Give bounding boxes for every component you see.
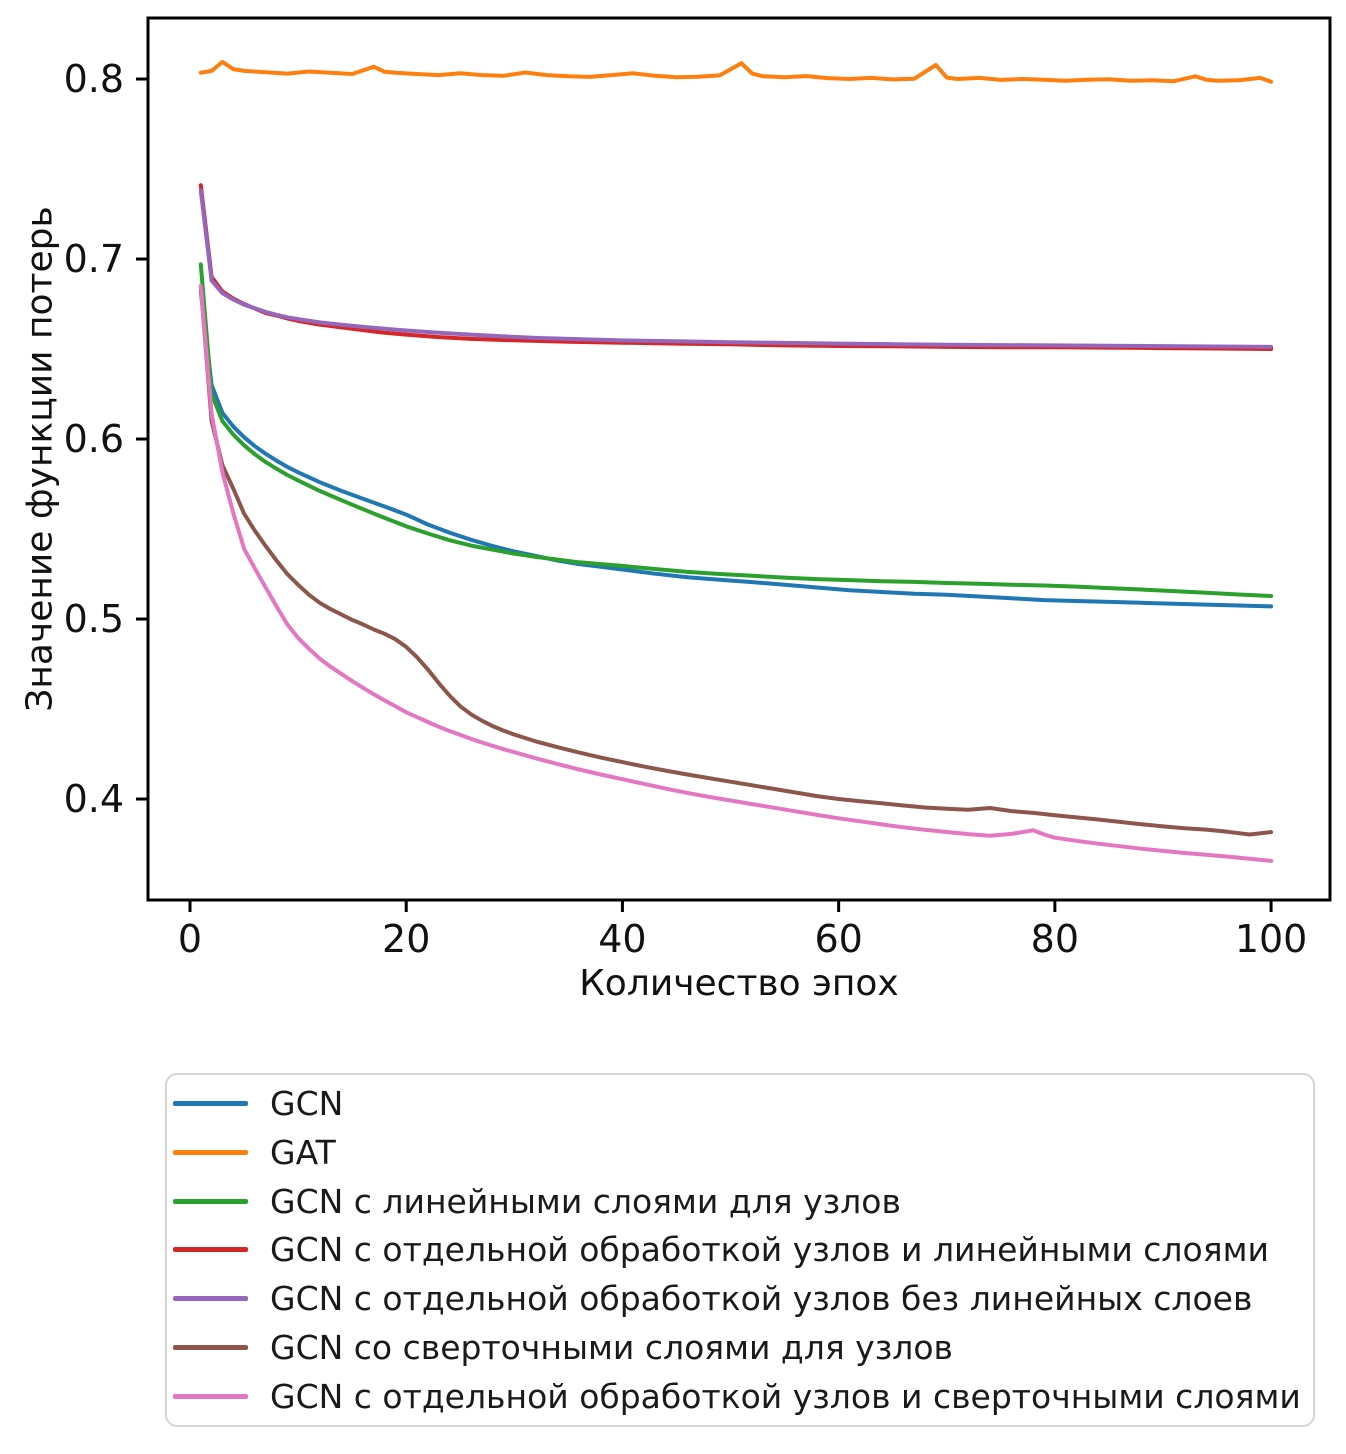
x-axis: 0 20 40 60 80 100	[178, 900, 1307, 961]
x-tick-label: 100	[1235, 917, 1308, 961]
legend-label: GCN с отдельной обработкой узлов и сверт…	[270, 1376, 1301, 1416]
series-line-3	[198, 262, 1274, 598]
legend-swatch	[173, 1296, 248, 1302]
y-axis: 0.4 0.5 0.6 0.7 0.8	[64, 57, 148, 821]
legend-swatch	[173, 1100, 248, 1106]
series-line-7	[198, 284, 1274, 863]
legend-swatch	[173, 1393, 248, 1399]
legend-label: GCN со сверточными слоями для узлов	[270, 1328, 953, 1368]
legend-swatch	[173, 1149, 248, 1155]
x-tick-label: 0	[178, 917, 202, 961]
legend-item: GCN	[167, 1084, 1313, 1123]
legend-item: GCN с отдельной обработкой узлов и сверт…	[167, 1377, 1313, 1416]
y-axis-label: Значение функции потерь	[19, 206, 61, 712]
series-line-6	[198, 284, 1274, 837]
legend-swatch	[173, 1198, 248, 1204]
legend-label: GCN с отдельной обработкой узлов и линей…	[270, 1230, 1269, 1270]
legend-label: GCN с отдельной обработкой узлов без лин…	[270, 1279, 1253, 1319]
legend: GCN GAT GCN с линейными слоями для узлов GC…	[165, 1073, 1315, 1427]
y-tick-label: 0.4	[64, 777, 124, 821]
x-tick-label: 60	[814, 917, 862, 961]
series-line-5	[198, 188, 1274, 349]
legend-item: GCN с линейными слоями для узлов	[167, 1182, 1313, 1221]
legend-item: GCN с отдельной обработкой узлов без лин…	[167, 1279, 1313, 1318]
series-line-2	[198, 59, 1274, 84]
x-tick-label: 40	[598, 917, 646, 961]
y-tick-label: 0.5	[64, 597, 124, 641]
y-tick-label: 0.7	[64, 237, 124, 281]
legend-item: GAT	[167, 1133, 1313, 1172]
legend-label: GAT	[270, 1132, 336, 1172]
series-line-4	[198, 183, 1274, 351]
series-line-1	[198, 289, 1274, 609]
x-axis-label: Количество эпох	[579, 963, 899, 1004]
legend-item: GCN с отдельной обработкой узлов и линей…	[167, 1230, 1313, 1269]
y-tick-label: 0.6	[64, 417, 124, 461]
x-tick-label: 20	[382, 917, 430, 961]
y-tick-label: 0.8	[64, 57, 124, 101]
legend-swatch	[173, 1247, 248, 1253]
legend-swatch	[173, 1345, 248, 1351]
loss-chart: 0 20 40 60 80 100 0.4 0.5 0.6 0.7 0.8	[64, 16, 1332, 961]
plot-frame	[146, 16, 1332, 902]
legend-label: GCN	[270, 1083, 344, 1123]
legend-item: GCN со сверточными слоями для узлов	[167, 1328, 1313, 1367]
legend-label: GCN с линейными слоями для узлов	[270, 1181, 901, 1221]
x-tick-label: 80	[1031, 917, 1079, 961]
